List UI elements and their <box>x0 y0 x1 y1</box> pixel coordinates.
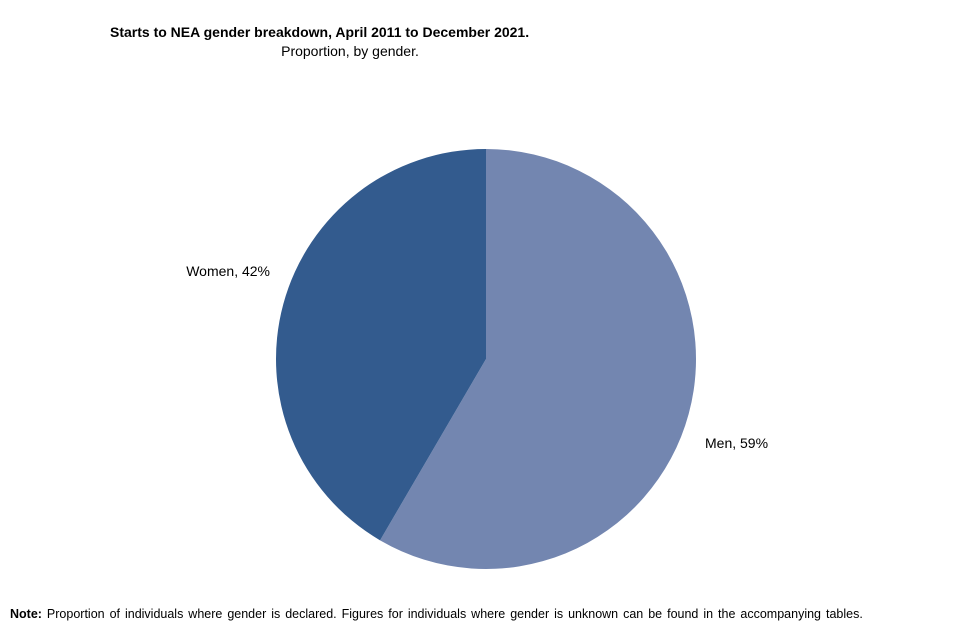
pie-slice-men <box>380 149 697 570</box>
chart-subtitle: Proportion, by gender. <box>281 43 419 59</box>
note-text: Proportion of individuals where gender i… <box>41 607 863 621</box>
note-label: Note: <box>10 607 42 621</box>
slice-label-women: Women, 42% <box>186 263 270 279</box>
footnote: Note: Proportion of individuals where ge… <box>10 607 950 621</box>
chart-title: Starts to NEA gender breakdown, April 20… <box>110 24 530 40</box>
slice-label-men: Men, 59% <box>705 435 768 451</box>
pie-slice-women <box>276 149 486 541</box>
